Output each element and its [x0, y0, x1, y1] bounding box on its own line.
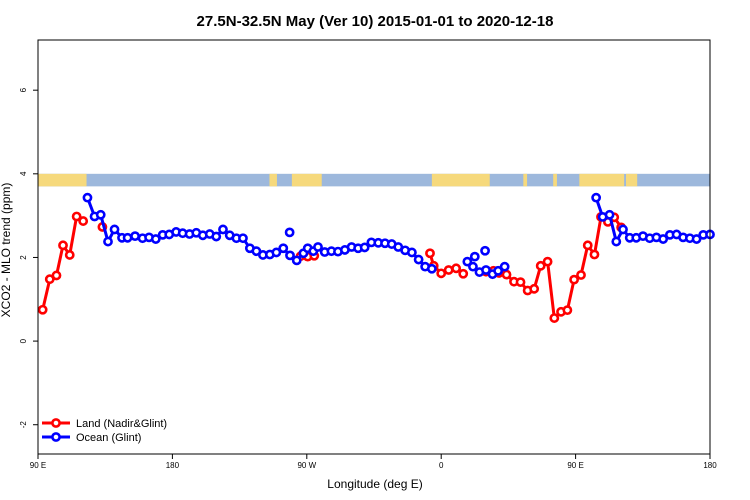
series-0-point-3-0	[425, 248, 435, 259]
series-1-point-0-23	[238, 233, 248, 244]
series-1-point-1-16	[406, 247, 417, 258]
y-tick-label-1: 0	[19, 338, 28, 343]
series-0-point-0-5	[71, 211, 82, 222]
series-0-point-0-3	[58, 240, 68, 251]
land-band-4	[523, 173, 528, 187]
series-1-point-4-0	[480, 245, 490, 256]
land-band-1	[269, 173, 277, 187]
series-0-point-3-4	[451, 263, 462, 274]
land-band-5	[553, 173, 557, 187]
series-1-point-6-4	[618, 224, 628, 235]
legend-label-1: Ocean (Glint)	[76, 432, 141, 444]
series-1-point-0-31	[291, 255, 302, 266]
series-1-point-0-6	[122, 232, 133, 243]
series-0-point-4-3	[501, 269, 512, 280]
series-1-point-0-0	[82, 192, 93, 203]
series-1-point-6-15	[691, 234, 702, 244]
series-0-point-3-5	[458, 268, 469, 279]
series-0-point-0-0	[37, 304, 48, 315]
series-0-point-4-14	[576, 270, 586, 280]
series-1-point-1-9	[359, 242, 370, 253]
land-band-3	[431, 173, 490, 187]
series-1-point-1-17	[413, 254, 424, 265]
land-band-2	[291, 173, 322, 187]
series-1-point-6-2	[604, 209, 615, 220]
land-band-7	[626, 173, 638, 187]
series-1-point-0-29	[278, 243, 289, 254]
x-axis-label: Longitude (deg E)	[327, 477, 422, 491]
series-0-point-4-16	[589, 249, 600, 260]
x-tick-label-5: 180	[703, 461, 717, 470]
series-1-point-2-0	[462, 256, 473, 267]
ocean-band	[38, 173, 710, 187]
series-0-point-4-5	[515, 277, 526, 288]
series-1-point-3-0	[469, 251, 480, 262]
plot-frame	[37, 39, 711, 455]
series-0-point-4-7	[529, 283, 540, 294]
land-band-6	[579, 173, 625, 187]
series-1-point-0-7	[130, 231, 140, 242]
series-0-point-3-2	[436, 268, 447, 279]
series-1-point-2-5	[493, 265, 504, 276]
y-tick-label-2: 2	[19, 255, 28, 260]
series-0-point-4-10	[549, 313, 560, 323]
series-1-point-2-3	[481, 265, 491, 275]
y-tick-label-4: 6	[19, 87, 28, 92]
x-tick-label-4: 90 E	[567, 461, 583, 470]
series-0-point-4-15	[582, 240, 593, 251]
y-axis-label: XCO2 - MLO trend (ppm)	[0, 183, 13, 318]
series-1-point-0-30	[285, 250, 295, 261]
series-1-point-2-1	[468, 261, 478, 272]
series-0-point-0-2	[51, 270, 62, 281]
land-band-0	[38, 173, 87, 187]
series-1-point-0-20	[218, 224, 228, 235]
series-0-point-0-6	[78, 216, 89, 226]
series-0-point-4-12	[562, 305, 573, 316]
y-tick-label-3: 4	[19, 171, 28, 176]
series-0-point-4-9	[542, 256, 553, 267]
series-1-point-1-19	[426, 263, 437, 274]
series-0-point-4-8	[535, 260, 546, 271]
series-1-point-0-19	[211, 231, 222, 242]
series-0-point-4-13	[569, 274, 580, 285]
chart-title: 27.5N-32.5N May (Ver 10) 2015-01-01 to 2…	[197, 13, 554, 30]
x-tick-label-3: 0	[439, 461, 444, 470]
axes: 90 E 180 90 W 0 90 E 180 -2 0 2 4 6	[19, 87, 717, 470]
series-1-point-0-2	[95, 209, 106, 220]
legend: Land (Nadir&Glint) Ocean (Glint)	[42, 418, 167, 444]
x-tick-label-1: 180	[166, 461, 180, 470]
legend-label-0: Land (Nadir&Glint)	[76, 418, 167, 430]
series-1-point-0-10	[150, 234, 161, 244]
series-0-point-3-3	[443, 265, 454, 275]
series-0-line-0	[41, 215, 85, 311]
series-1-point-1-2	[313, 242, 323, 252]
series-0	[37, 211, 627, 323]
series-1-point-6-3	[611, 236, 622, 247]
legend-marker-0	[51, 418, 61, 428]
x-tick-label-2: 90 W	[297, 461, 316, 470]
series-1-point-0-4	[109, 224, 120, 235]
x-tick-label-0: 90 E	[30, 461, 46, 470]
legend-marker-1	[51, 432, 61, 442]
series-1-point-6-0	[591, 192, 602, 203]
series	[37, 192, 715, 323]
series-1-point-0-28	[271, 247, 282, 258]
y-tick-label-0: -2	[19, 421, 28, 429]
series-0-point-0-4	[64, 250, 75, 260]
series-1-point-6-10	[658, 234, 669, 244]
series-1-point-0-3	[103, 236, 113, 247]
land-ocean-strip	[38, 173, 710, 187]
series-1-point-5-0	[284, 227, 295, 238]
series-1	[82, 192, 715, 280]
series-1-point-2-6	[499, 261, 510, 272]
